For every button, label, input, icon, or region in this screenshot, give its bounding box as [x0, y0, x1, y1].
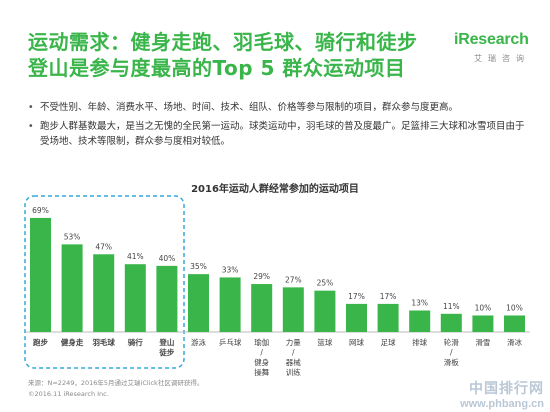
data-label: 41%	[127, 252, 144, 261]
watermark-title: 中国排行网	[469, 380, 544, 396]
category-label: 乒乓球	[219, 337, 242, 347]
bar	[314, 290, 336, 332]
bullet-list: • 不受性别、年龄、消费水平、场地、时间、技术、组队、价格等参与限制的项目，群众参…	[26, 100, 531, 153]
category-label: 滑雪	[475, 337, 490, 347]
source-note: 来源：N=2249，2016年5月通过艾瑞iClick社区调研获得。	[28, 379, 204, 387]
bullet-dot-icon: •	[28, 102, 34, 113]
logo-wordmark: iResearch	[454, 31, 529, 48]
category-label: 排球	[412, 337, 427, 347]
category-label: 游泳	[191, 337, 206, 347]
category-label: 网球	[349, 337, 364, 347]
category-label: 力量/器械训练	[286, 337, 301, 377]
category-label: 登山徒步	[158, 337, 174, 357]
data-label: 33%	[222, 265, 239, 274]
data-label: 13%	[411, 299, 428, 308]
bar	[188, 274, 209, 332]
category-label: 健身走	[61, 337, 84, 347]
category-label: 滑冰	[507, 337, 522, 347]
data-label: 11%	[443, 302, 460, 311]
bar	[61, 244, 83, 332]
chart-title: 2016年运动人群经常参加的运动项目	[191, 184, 359, 195]
category-label: 羽毛球	[92, 337, 115, 347]
bar	[93, 254, 115, 332]
bullet-item: • 不受性别、年龄、消费水平、场地、时间、技术、组队、价格等参与限制的项目，群众参…	[28, 102, 459, 113]
data-label: 29%	[253, 272, 270, 281]
data-label: 10%	[506, 303, 523, 312]
page-title: 运动需求：健身走跑、羽毛球、骑行和徒步 登山是参与度最高的Top 5 群众运动项…	[28, 29, 448, 81]
bar	[440, 313, 462, 332]
data-label: 53%	[64, 232, 81, 241]
iresearch-logo: iResearch 艾瑞咨询	[448, 29, 548, 71]
category-label: 骑行	[128, 337, 143, 347]
data-label: 17%	[380, 292, 397, 301]
watermark: 中国排行网 www.phbang.cn	[460, 378, 544, 410]
data-label: 27%	[285, 275, 302, 284]
top5-highlight-frame	[24, 195, 185, 369]
bar	[156, 265, 178, 332]
category-label: 轮滑/滑板	[444, 337, 459, 367]
bullet-item: • 跑步人群基数最大，是当之无愧的全民第一运动。球类运动中，羽毛球的普及度最广。足…	[28, 121, 525, 147]
logo-subtitle: 艾瑞咨询	[474, 54, 530, 63]
bar	[124, 264, 146, 332]
data-label: 17%	[348, 292, 365, 301]
category-label: 瑜伽/健身操舞	[254, 337, 269, 377]
bar	[251, 284, 273, 332]
bar	[219, 277, 241, 332]
data-label: 40%	[159, 254, 176, 263]
bar	[409, 310, 431, 332]
data-label: 47%	[95, 242, 112, 251]
category-label: 跑步	[33, 337, 48, 347]
category-label: 足球	[381, 337, 396, 347]
bar	[504, 315, 525, 332]
data-label: 35%	[190, 262, 207, 271]
watermark-url: www.phbang.cn	[460, 398, 544, 410]
copyright-note: ©2016.11 iResearch Inc.	[28, 390, 109, 398]
bar	[377, 303, 399, 332]
bar	[346, 303, 367, 332]
title-line-1: 运动需求：健身走跑、羽毛球、骑行和徒步	[28, 30, 418, 54]
bar	[30, 217, 51, 332]
category-label: 篮球	[317, 337, 332, 347]
footer: 来源：N=2249，2016年5月通过艾瑞iClick社区调研获得。 ©2016…	[28, 378, 203, 400]
bar	[472, 315, 494, 332]
bar	[282, 287, 304, 332]
data-label: 69%	[32, 206, 49, 215]
data-label: 10%	[475, 303, 492, 312]
bullet-dot-icon: •	[28, 121, 34, 132]
data-label: 25%	[317, 279, 334, 288]
title-line-2: 登山是参与度最高的Top 5 群众运动项目	[28, 56, 406, 80]
